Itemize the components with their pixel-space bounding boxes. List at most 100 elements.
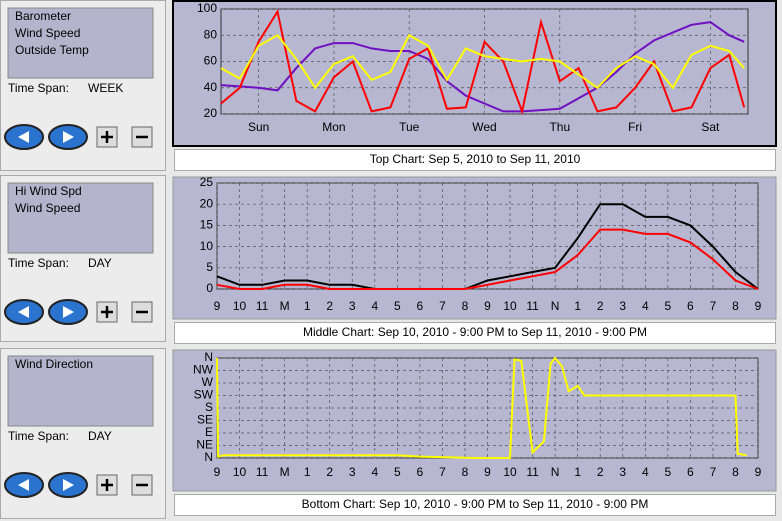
y-tick-label: W [202,375,214,389]
x-tick-label: Thu [549,120,570,134]
x-tick-label: 5 [394,299,401,313]
x-tick-label: 9 [484,465,491,479]
x-tick-label: 9 [755,299,762,313]
x-tick-label: 4 [371,299,378,313]
caption-box [174,322,776,344]
zoom-in-icon [101,479,113,491]
series-list-item[interactable]: Outside Temp [15,43,89,57]
x-tick-label: Mon [322,120,345,134]
x-tick-label: 7 [439,465,446,479]
series-line [216,203,759,290]
x-tick-label: 9 [755,465,762,479]
time-span-value: WEEK [88,81,123,95]
y-tick-label: 80 [204,27,218,41]
x-tick-label: 5 [664,299,671,313]
x-tick-label: 11 [526,299,539,313]
series-list [7,7,154,79]
x-tick-label: 2 [326,465,333,479]
zoom-in-icon [101,306,113,318]
x-tick-label: 7 [710,465,717,479]
plot-area [216,182,759,290]
x-tick-label: 6 [687,299,694,313]
zoom-in-icon [101,131,113,143]
series-line [216,356,747,459]
x-tick-label: 5 [394,465,401,479]
x-tick-label: 11 [256,299,269,313]
x-tick-label: 3 [349,299,356,313]
time-span-label: Time Span: [8,429,69,443]
time-span-value: DAY [88,429,112,443]
x-tick-label: M [280,465,290,479]
x-tick-label: 2 [597,299,604,313]
time-span-value: DAY [88,256,112,270]
x-tick-label: 7 [710,299,717,313]
time-span-label: Time Span: [8,256,69,270]
caption-box [174,149,776,171]
series-line [220,8,746,115]
series-list-item[interactable]: Wind Direction [15,357,93,371]
time-span-label: Time Span: [8,81,69,95]
y-tick-label: NE [196,438,213,452]
x-tick-label: 4 [642,465,649,479]
series-list [7,355,154,427]
x-tick-label: N [551,465,560,479]
x-tick-label: Fri [628,120,642,134]
x-tick-label: 9 [214,299,221,313]
y-tick-label: SW [194,388,214,402]
x-tick-label: 6 [417,299,424,313]
x-tick-label: 10 [233,299,247,313]
x-tick-label: Sat [701,120,720,134]
y-tick-label: 0 [206,281,213,295]
y-tick-label: 60 [204,54,218,68]
chart-caption: Top Chart: Sep 5, 2010 to Sep 11, 2010 [370,152,581,166]
x-tick-label: 10 [503,299,517,313]
y-tick-label: 20 [200,196,214,210]
x-tick-label: 3 [619,299,626,313]
series-line [216,228,759,290]
x-tick-label: 9 [484,299,491,313]
chart-caption: Middle Chart: Sep 10, 2010 - 9:00 PM to … [303,325,647,339]
y-tick-label: S [205,400,213,414]
x-tick-label: 5 [664,465,671,479]
y-tick-label: 20 [204,106,218,120]
x-tick-label: 2 [326,299,333,313]
forward-button-icon [63,479,74,491]
y-tick-label: 25 [200,175,214,189]
x-tick-label: 4 [642,299,649,313]
x-tick-label: Wed [472,120,496,134]
x-tick-label: 1 [304,299,311,313]
y-tick-label: 100 [197,1,217,15]
series-list-item[interactable]: Barometer [15,9,71,23]
x-tick-label: M [280,299,290,313]
x-tick-label: 8 [732,465,739,479]
y-tick-label: 5 [206,260,213,274]
x-tick-label: 8 [462,465,469,479]
y-tick-label: 10 [200,239,214,253]
x-tick-label: 1 [574,299,581,313]
y-tick-label: E [205,425,213,439]
x-tick-label: 1 [304,465,311,479]
y-tick-label: N [204,450,213,464]
y-tick-label: NW [193,363,214,377]
x-tick-label: 10 [233,465,247,479]
series-list-item[interactable]: Hi Wind Spd [15,184,82,198]
caption-box [174,494,776,516]
x-tick-label: 3 [619,465,626,479]
series-list [7,182,154,254]
y-tick-label: N [204,350,213,364]
forward-button-icon [63,131,74,143]
series-list-item[interactable]: Wind Speed [15,201,80,215]
y-tick-label: 15 [200,218,214,232]
x-tick-label: 7 [439,299,446,313]
series-list-item[interactable]: Wind Speed [15,26,80,40]
back-button-icon [18,306,29,318]
series-line [220,21,745,113]
x-tick-label: 8 [732,299,739,313]
x-tick-label: 9 [214,465,221,479]
back-button-icon [18,479,29,491]
x-tick-label: 10 [503,465,517,479]
x-tick-label: Sun [248,120,269,134]
forward-button-icon [63,306,74,318]
